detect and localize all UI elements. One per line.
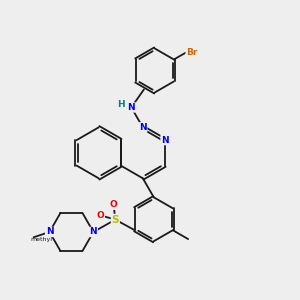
Text: N: N	[90, 227, 97, 236]
Text: H: H	[118, 100, 125, 109]
Text: N: N	[161, 136, 169, 145]
Text: N: N	[46, 227, 53, 236]
Text: Br: Br	[186, 48, 198, 57]
Text: O: O	[97, 211, 104, 220]
Text: S: S	[112, 214, 119, 225]
Text: N: N	[139, 123, 147, 132]
Text: methyl: methyl	[30, 237, 52, 242]
Text: N: N	[128, 103, 135, 112]
Text: O: O	[110, 200, 117, 209]
